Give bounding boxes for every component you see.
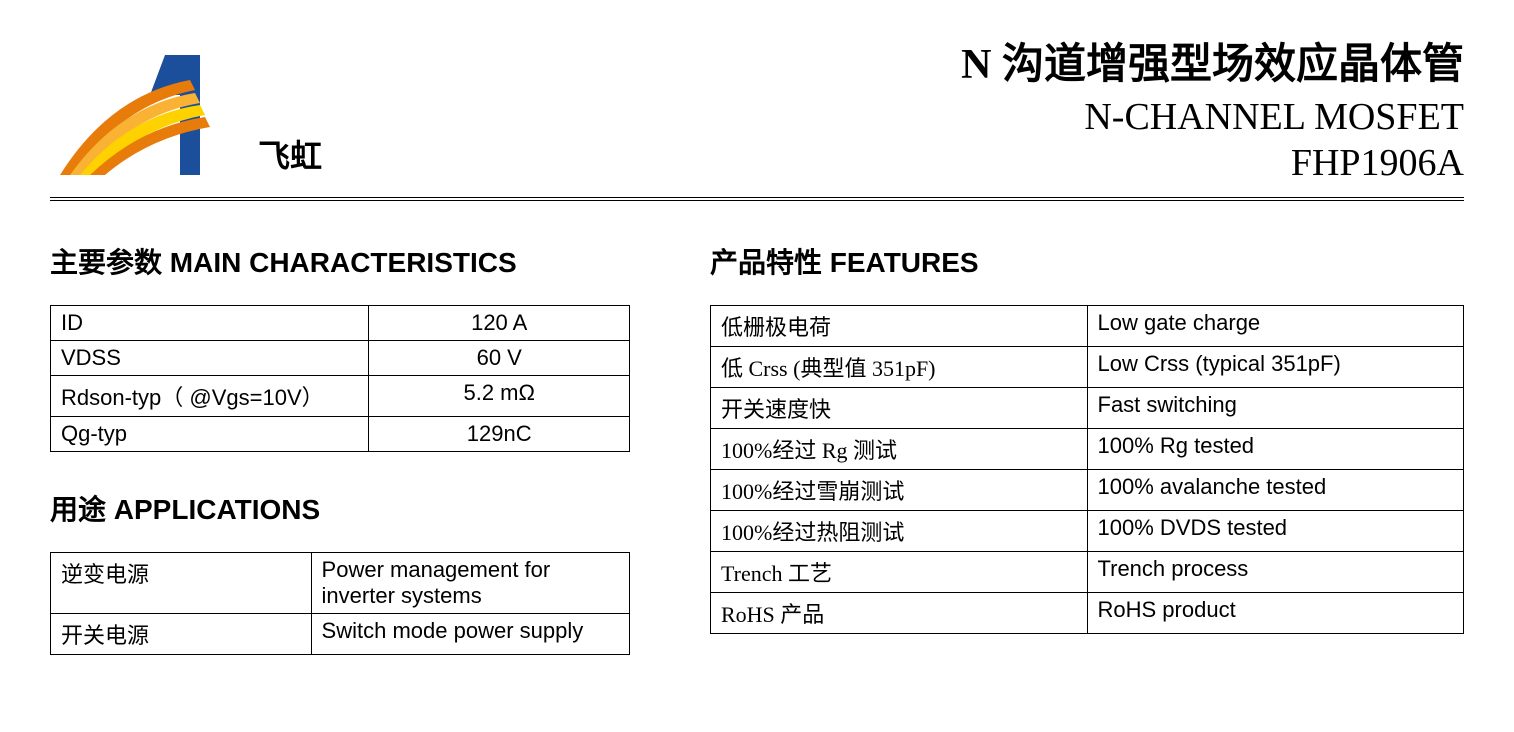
feat-en: Fast switching xyxy=(1087,388,1464,429)
feat-en: 100% DVDS tested xyxy=(1087,511,1464,552)
feat-cn: 100%经过 Rg 测试 xyxy=(711,429,1088,470)
characteristics-heading: 主要参数 MAIN CHARACTERISTICS xyxy=(50,241,630,281)
char-label: Qg-typ xyxy=(51,417,369,452)
right-column: 产品特性 FEATURES 低栅极电荷 Low gate charge 低 Cr… xyxy=(710,241,1464,691)
title-english: N-CHANNEL MOSFET xyxy=(961,95,1464,139)
left-column: 主要参数 MAIN CHARACTERISTICS ID 120 A VDSS … xyxy=(50,241,630,691)
feat-en: Low gate charge xyxy=(1087,306,1464,347)
title-area: N 沟道增强型场效应晶体管 N-CHANNEL MOSFET FHP1906A xyxy=(961,30,1464,185)
feat-cn: 100%经过雪崩测试 xyxy=(711,470,1088,511)
table-row: 低 Crss (典型值 351pF) Low Crss (typical 351… xyxy=(711,347,1464,388)
app-cn: 逆变电源 xyxy=(51,553,312,614)
table-row: Rdson-typ（ @Vgs=10V） 5.2 mΩ xyxy=(51,376,630,417)
features-table: 低栅极电荷 Low gate charge 低 Crss (典型值 351pF)… xyxy=(710,305,1464,634)
table-row: 100%经过 Rg 测试 100% Rg tested xyxy=(711,429,1464,470)
characteristics-table: ID 120 A VDSS 60 V Rdson-typ（ @Vgs=10V） … xyxy=(50,305,630,452)
table-row: Qg-typ 129nC xyxy=(51,417,630,452)
feat-cn: 低 Crss (典型值 351pF) xyxy=(711,347,1088,388)
feat-en: 100% avalanche tested xyxy=(1087,470,1464,511)
table-row: 逆变电源 Power management for inverter syste… xyxy=(51,553,630,614)
char-value: 129nC xyxy=(369,417,630,452)
feat-cn: Trench 工艺 xyxy=(711,552,1088,593)
app-en: Power management for inverter systems xyxy=(311,553,629,614)
feat-cn: 100%经过热阻测试 xyxy=(711,511,1088,552)
page-header: 飞虹 N 沟道增强型场效应晶体管 N-CHANNEL MOSFET FHP190… xyxy=(50,30,1464,201)
table-row: 开关速度快 Fast switching xyxy=(711,388,1464,429)
table-row: Trench 工艺 Trench process xyxy=(711,552,1464,593)
table-row: 开关电源 Switch mode power supply xyxy=(51,614,630,655)
logo-area: 飞虹 xyxy=(50,45,322,185)
table-row: 100%经过热阻测试 100% DVDS tested xyxy=(711,511,1464,552)
char-value: 5.2 mΩ xyxy=(369,376,630,417)
table-row: VDSS 60 V xyxy=(51,341,630,376)
features-heading: 产品特性 FEATURES xyxy=(710,241,1464,281)
table-row: 低栅极电荷 Low gate charge xyxy=(711,306,1464,347)
table-row: ID 120 A xyxy=(51,306,630,341)
feat-cn: 开关速度快 xyxy=(711,388,1088,429)
char-label: Rdson-typ（ @Vgs=10V） xyxy=(51,376,369,417)
title-chinese: N 沟道增强型场效应晶体管 xyxy=(961,30,1464,91)
part-number: FHP1906A xyxy=(961,141,1464,185)
feat-en: Low Crss (typical 351pF) xyxy=(1087,347,1464,388)
app-en: Switch mode power supply xyxy=(311,614,629,655)
content-area: 主要参数 MAIN CHARACTERISTICS ID 120 A VDSS … xyxy=(50,241,1464,691)
char-value: 60 V xyxy=(369,341,630,376)
feat-en: Trench process xyxy=(1087,552,1464,593)
feat-en: 100% Rg tested xyxy=(1087,429,1464,470)
feat-cn: RoHS 产品 xyxy=(711,593,1088,634)
char-value: 120 A xyxy=(369,306,630,341)
company-logo-icon xyxy=(50,45,250,185)
applications-table: 逆变电源 Power management for inverter syste… xyxy=(50,552,630,655)
feat-en: RoHS product xyxy=(1087,593,1464,634)
applications-heading: 用途 APPLICATIONS xyxy=(50,488,630,528)
feat-cn: 低栅极电荷 xyxy=(711,306,1088,347)
char-label: VDSS xyxy=(51,341,369,376)
table-row: 100%经过雪崩测试 100% avalanche tested xyxy=(711,470,1464,511)
table-row: RoHS 产品 RoHS product xyxy=(711,593,1464,634)
char-label: ID xyxy=(51,306,369,341)
logo-text: 飞虹 xyxy=(258,131,322,177)
app-cn: 开关电源 xyxy=(51,614,312,655)
